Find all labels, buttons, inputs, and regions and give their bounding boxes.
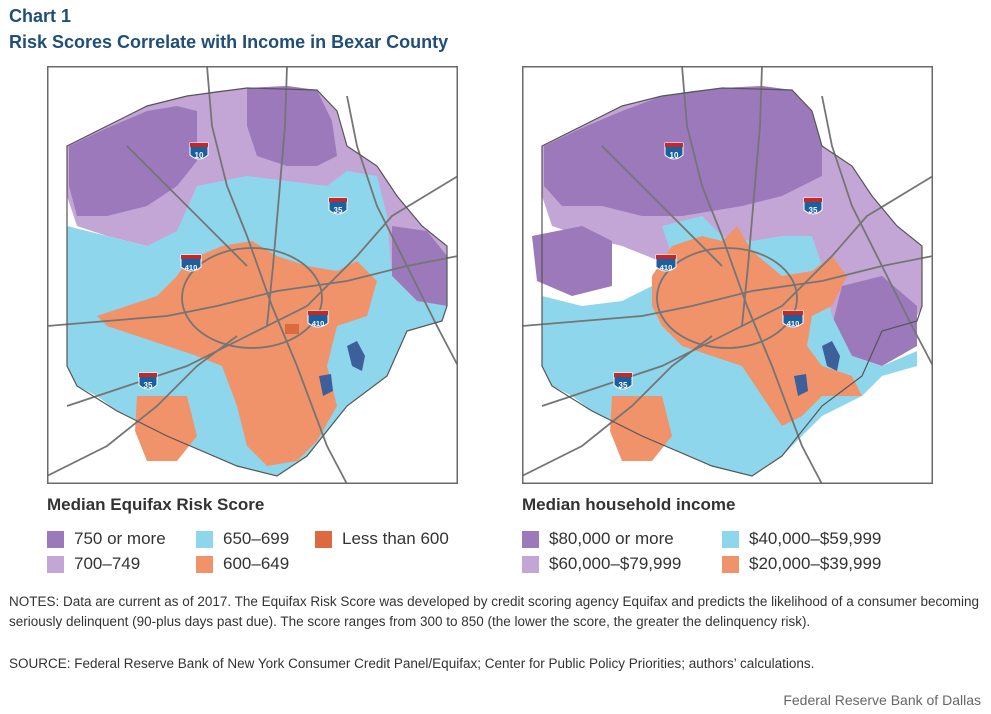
interstate-410-icon: 410 (782, 310, 804, 328)
legend-item: Less than 600 (315, 529, 449, 549)
svg-text:35: 35 (334, 206, 343, 215)
credit: Federal Reserve Bank of Dallas (783, 692, 981, 708)
legend-item: $60,000–$79,999 (522, 554, 681, 574)
region-dark-orange (285, 324, 299, 334)
lake (822, 341, 840, 371)
svg-text:410: 410 (312, 319, 325, 328)
lake2 (319, 374, 333, 396)
risk-score-map: 10 35 410 410 35 (47, 66, 458, 484)
chart-label: Chart 1 (9, 6, 72, 26)
svg-text:410: 410 (185, 263, 198, 272)
legend-swatch (722, 555, 739, 573)
interstate-410-icon: 410 (655, 254, 677, 272)
svg-text:35: 35 (144, 381, 153, 390)
lake2 (794, 374, 808, 396)
interstate-10-icon: 10 (189, 142, 209, 160)
legend-item: 600–649 (196, 554, 289, 574)
interstate-35-icon: 35 (328, 197, 348, 215)
legend-swatch (47, 555, 64, 573)
legend-label: $20,000–$39,999 (749, 554, 882, 573)
notes: NOTES: Data are current as of 2017. The … (9, 594, 980, 629)
legend-item: $20,000–$39,999 (722, 554, 881, 574)
legend-label: 700–749 (74, 554, 141, 573)
legend-label: $60,000–$79,999 (549, 554, 682, 573)
interstate-410-icon: 410 (180, 254, 202, 272)
svg-text:10: 10 (670, 151, 679, 160)
legend-swatch (722, 530, 739, 548)
legend-label: Less than 600 (342, 529, 449, 548)
legend-label: 600–649 (223, 554, 290, 573)
interstate-10-icon: 10 (664, 142, 684, 160)
region-orange (652, 226, 862, 426)
interstate-35-icon: 35 (613, 372, 633, 390)
region-dark-purple-north2 (247, 86, 337, 166)
legend-item: $40,000–$59,999 (722, 529, 881, 549)
region-orange (97, 241, 377, 466)
legend-item: $80,000 or more (522, 529, 674, 549)
income-map: 10 35 410 410 35 (522, 66, 933, 484)
legend-item: 700–749 (47, 554, 140, 574)
chart-title: Risk Scores Correlate with Income in Bex… (9, 32, 449, 52)
interstate-35-icon: 35 (138, 372, 158, 390)
legend-swatch (522, 555, 539, 573)
income-legend-title: Median household income (522, 495, 736, 514)
region-dark-purple-east (832, 276, 917, 366)
legend-label: 750 or more (74, 529, 166, 548)
interstate-35-icon: 35 (803, 197, 823, 215)
legend-label: $80,000 or more (549, 529, 674, 548)
legend-swatch (522, 530, 539, 548)
legend-swatch (196, 555, 213, 573)
svg-text:35: 35 (809, 206, 818, 215)
legend-swatch (315, 530, 332, 548)
legend-label: 650–699 (223, 529, 290, 548)
legend-label: $40,000–$59,999 (749, 529, 882, 548)
svg-text:10: 10 (195, 151, 204, 160)
source: SOURCE: Federal Reserve Bank of New York… (9, 656, 815, 671)
interstate-410-icon: 410 (307, 310, 329, 328)
region-dark-purple-east (392, 226, 447, 306)
legend-swatch (196, 530, 213, 548)
legend-item: 650–699 (196, 529, 289, 549)
region-dark-purple-west (532, 226, 612, 296)
svg-text:410: 410 (787, 319, 800, 328)
risk-legend-title: Median Equifax Risk Score (47, 495, 265, 514)
region-dark-purple-north (69, 106, 197, 216)
svg-text:35: 35 (619, 381, 628, 390)
legend-swatch (47, 530, 64, 548)
lake (347, 341, 365, 371)
svg-text:410: 410 (660, 263, 673, 272)
legend-item: 750 or more (47, 529, 166, 549)
